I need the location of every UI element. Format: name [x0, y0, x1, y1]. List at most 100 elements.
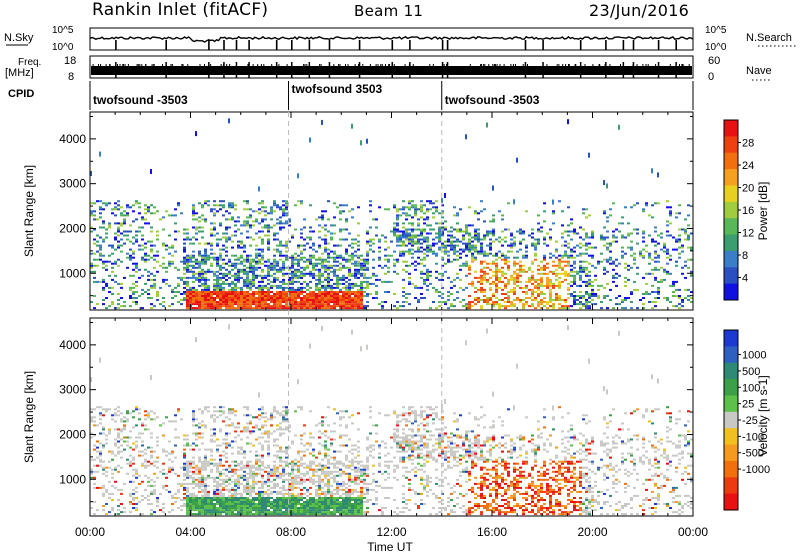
data-cell	[333, 232, 336, 235]
data-cell	[162, 216, 165, 219]
data-cell	[360, 299, 363, 301]
data-cell	[504, 293, 507, 295]
data-cell	[270, 274, 273, 277]
data-cell	[348, 297, 351, 299]
data-cell	[366, 293, 369, 295]
data-cell	[99, 246, 102, 249]
data-cell	[276, 301, 279, 303]
data-cell	[507, 250, 510, 253]
data-cell	[216, 468, 219, 471]
freq-tick-mark	[679, 64, 680, 67]
data-cell	[498, 256, 501, 259]
data-cell	[252, 470, 255, 473]
data-cell	[339, 210, 342, 213]
data-cell	[273, 460, 276, 463]
data-cell	[537, 222, 540, 225]
data-cell	[288, 291, 291, 293]
freq-tick-mark	[369, 64, 371, 67]
data-cell	[210, 301, 213, 303]
data-cell	[375, 278, 378, 281]
data-cell	[504, 228, 507, 231]
data-cell	[309, 274, 312, 277]
data-cell	[129, 464, 132, 467]
data-cell	[534, 299, 537, 301]
freq-label: Freq.	[18, 57, 41, 68]
data-cell	[417, 299, 420, 301]
data-cell	[219, 256, 222, 259]
data-cell	[204, 507, 207, 509]
data-cell	[687, 299, 690, 301]
data-cell	[180, 299, 183, 301]
data-cell	[240, 299, 243, 301]
data-cell	[609, 262, 612, 265]
data-cell	[681, 244, 684, 247]
data-cell	[588, 152, 590, 158]
data-cell	[132, 416, 135, 419]
data-cell	[147, 293, 150, 295]
data-cell	[222, 486, 225, 489]
data-cell	[147, 494, 150, 497]
data-cell	[483, 270, 486, 273]
data-cell	[441, 301, 444, 303]
data-cell	[279, 228, 282, 231]
data-cell	[246, 278, 249, 281]
data-cell	[276, 492, 279, 495]
data-cell	[567, 288, 570, 291]
data-cell	[498, 270, 501, 273]
freq-tick-mark	[92, 64, 94, 67]
data-cell	[507, 282, 510, 285]
data-cell	[156, 444, 159, 447]
data-cell	[474, 297, 477, 299]
data-cell	[111, 418, 114, 421]
data-cell	[234, 470, 237, 473]
freq-tick-mark	[480, 64, 482, 67]
data-cell	[327, 291, 330, 293]
data-cell	[207, 284, 210, 287]
data-cell	[276, 204, 279, 207]
data-cell	[369, 238, 372, 241]
data-cell	[372, 297, 375, 299]
data-cell	[243, 511, 246, 514]
data-cell	[534, 254, 537, 257]
data-cell	[225, 218, 228, 221]
data-cell	[102, 472, 105, 475]
data-cell	[225, 274, 228, 277]
data-cell	[438, 295, 441, 297]
data-cell	[195, 466, 198, 469]
data-cell	[288, 276, 291, 279]
data-cell	[279, 476, 282, 479]
nsearch-label: N.Search	[746, 32, 792, 44]
data-cell	[255, 276, 258, 279]
data-cell	[132, 474, 135, 477]
data-cell	[282, 293, 285, 295]
freq-tick-mark	[681, 64, 683, 67]
data-cell	[321, 291, 324, 293]
data-cell	[189, 301, 192, 303]
data-cell	[300, 252, 303, 255]
data-cell	[105, 466, 108, 469]
data-cell	[414, 297, 417, 299]
data-cell	[375, 226, 378, 229]
data-cell	[255, 503, 258, 505]
data-cell	[222, 420, 225, 423]
data-cell	[96, 200, 99, 203]
data-cell	[570, 254, 573, 257]
data-cell	[240, 224, 243, 227]
data-cell	[273, 499, 276, 501]
data-cell	[279, 513, 282, 516]
data-cell	[144, 448, 147, 451]
data-cell	[423, 212, 426, 215]
data-cell	[516, 284, 519, 287]
data-cell	[468, 303, 471, 306]
data-cell	[309, 272, 312, 275]
data-cell	[261, 446, 264, 449]
data-cell	[231, 486, 234, 489]
data-cell	[228, 507, 231, 509]
data-cell	[195, 497, 198, 499]
data-cell	[330, 238, 333, 241]
data-cell	[282, 282, 285, 285]
data-cell	[360, 305, 363, 308]
data-cell	[117, 509, 120, 512]
data-cell	[435, 236, 438, 239]
data-cell	[549, 236, 552, 239]
